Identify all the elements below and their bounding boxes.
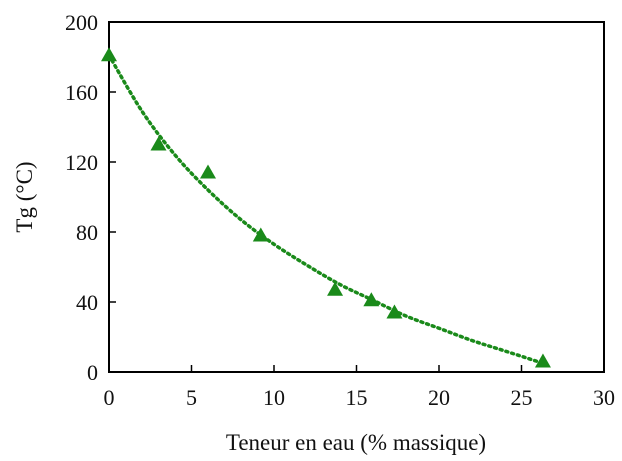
x-tick-label: 20 xyxy=(428,385,450,410)
data-point-triangle xyxy=(327,281,344,296)
data-point-triangle xyxy=(150,136,167,151)
data-point-triangle xyxy=(101,47,117,62)
data-point-triangle xyxy=(363,292,380,307)
y-axis-title: Tg (°C) xyxy=(12,161,37,232)
data-point-triangle xyxy=(252,227,269,242)
x-axis-ticks: 0 5 10 15 20 25 30 xyxy=(104,365,615,410)
plot-frame xyxy=(108,21,605,373)
y-tick-label: 120 xyxy=(65,150,98,175)
x-tick-label: 30 xyxy=(593,385,615,410)
x-tick-label: 0 xyxy=(104,385,115,410)
x-axis-title: Teneur en eau (% massique) xyxy=(226,430,486,455)
x-tick-label: 10 xyxy=(263,385,285,410)
y-tick-label: 40 xyxy=(76,290,98,315)
x-tick-label: 15 xyxy=(346,385,368,410)
data-points xyxy=(101,47,551,368)
data-point-triangle xyxy=(200,164,216,179)
trendline xyxy=(107,53,545,365)
data-point-triangle xyxy=(534,353,551,368)
y-tick-label: 160 xyxy=(65,80,98,105)
y-axis-ticks: 0 40 80 120 160 200 xyxy=(65,10,116,385)
y-tick-label: 80 xyxy=(76,220,98,245)
x-tick-label: 5 xyxy=(186,385,197,410)
data-point-triangle xyxy=(386,304,403,319)
y-tick-label: 0 xyxy=(87,360,98,385)
y-tick-label: 200 xyxy=(65,10,98,35)
x-tick-label: 25 xyxy=(511,385,533,410)
